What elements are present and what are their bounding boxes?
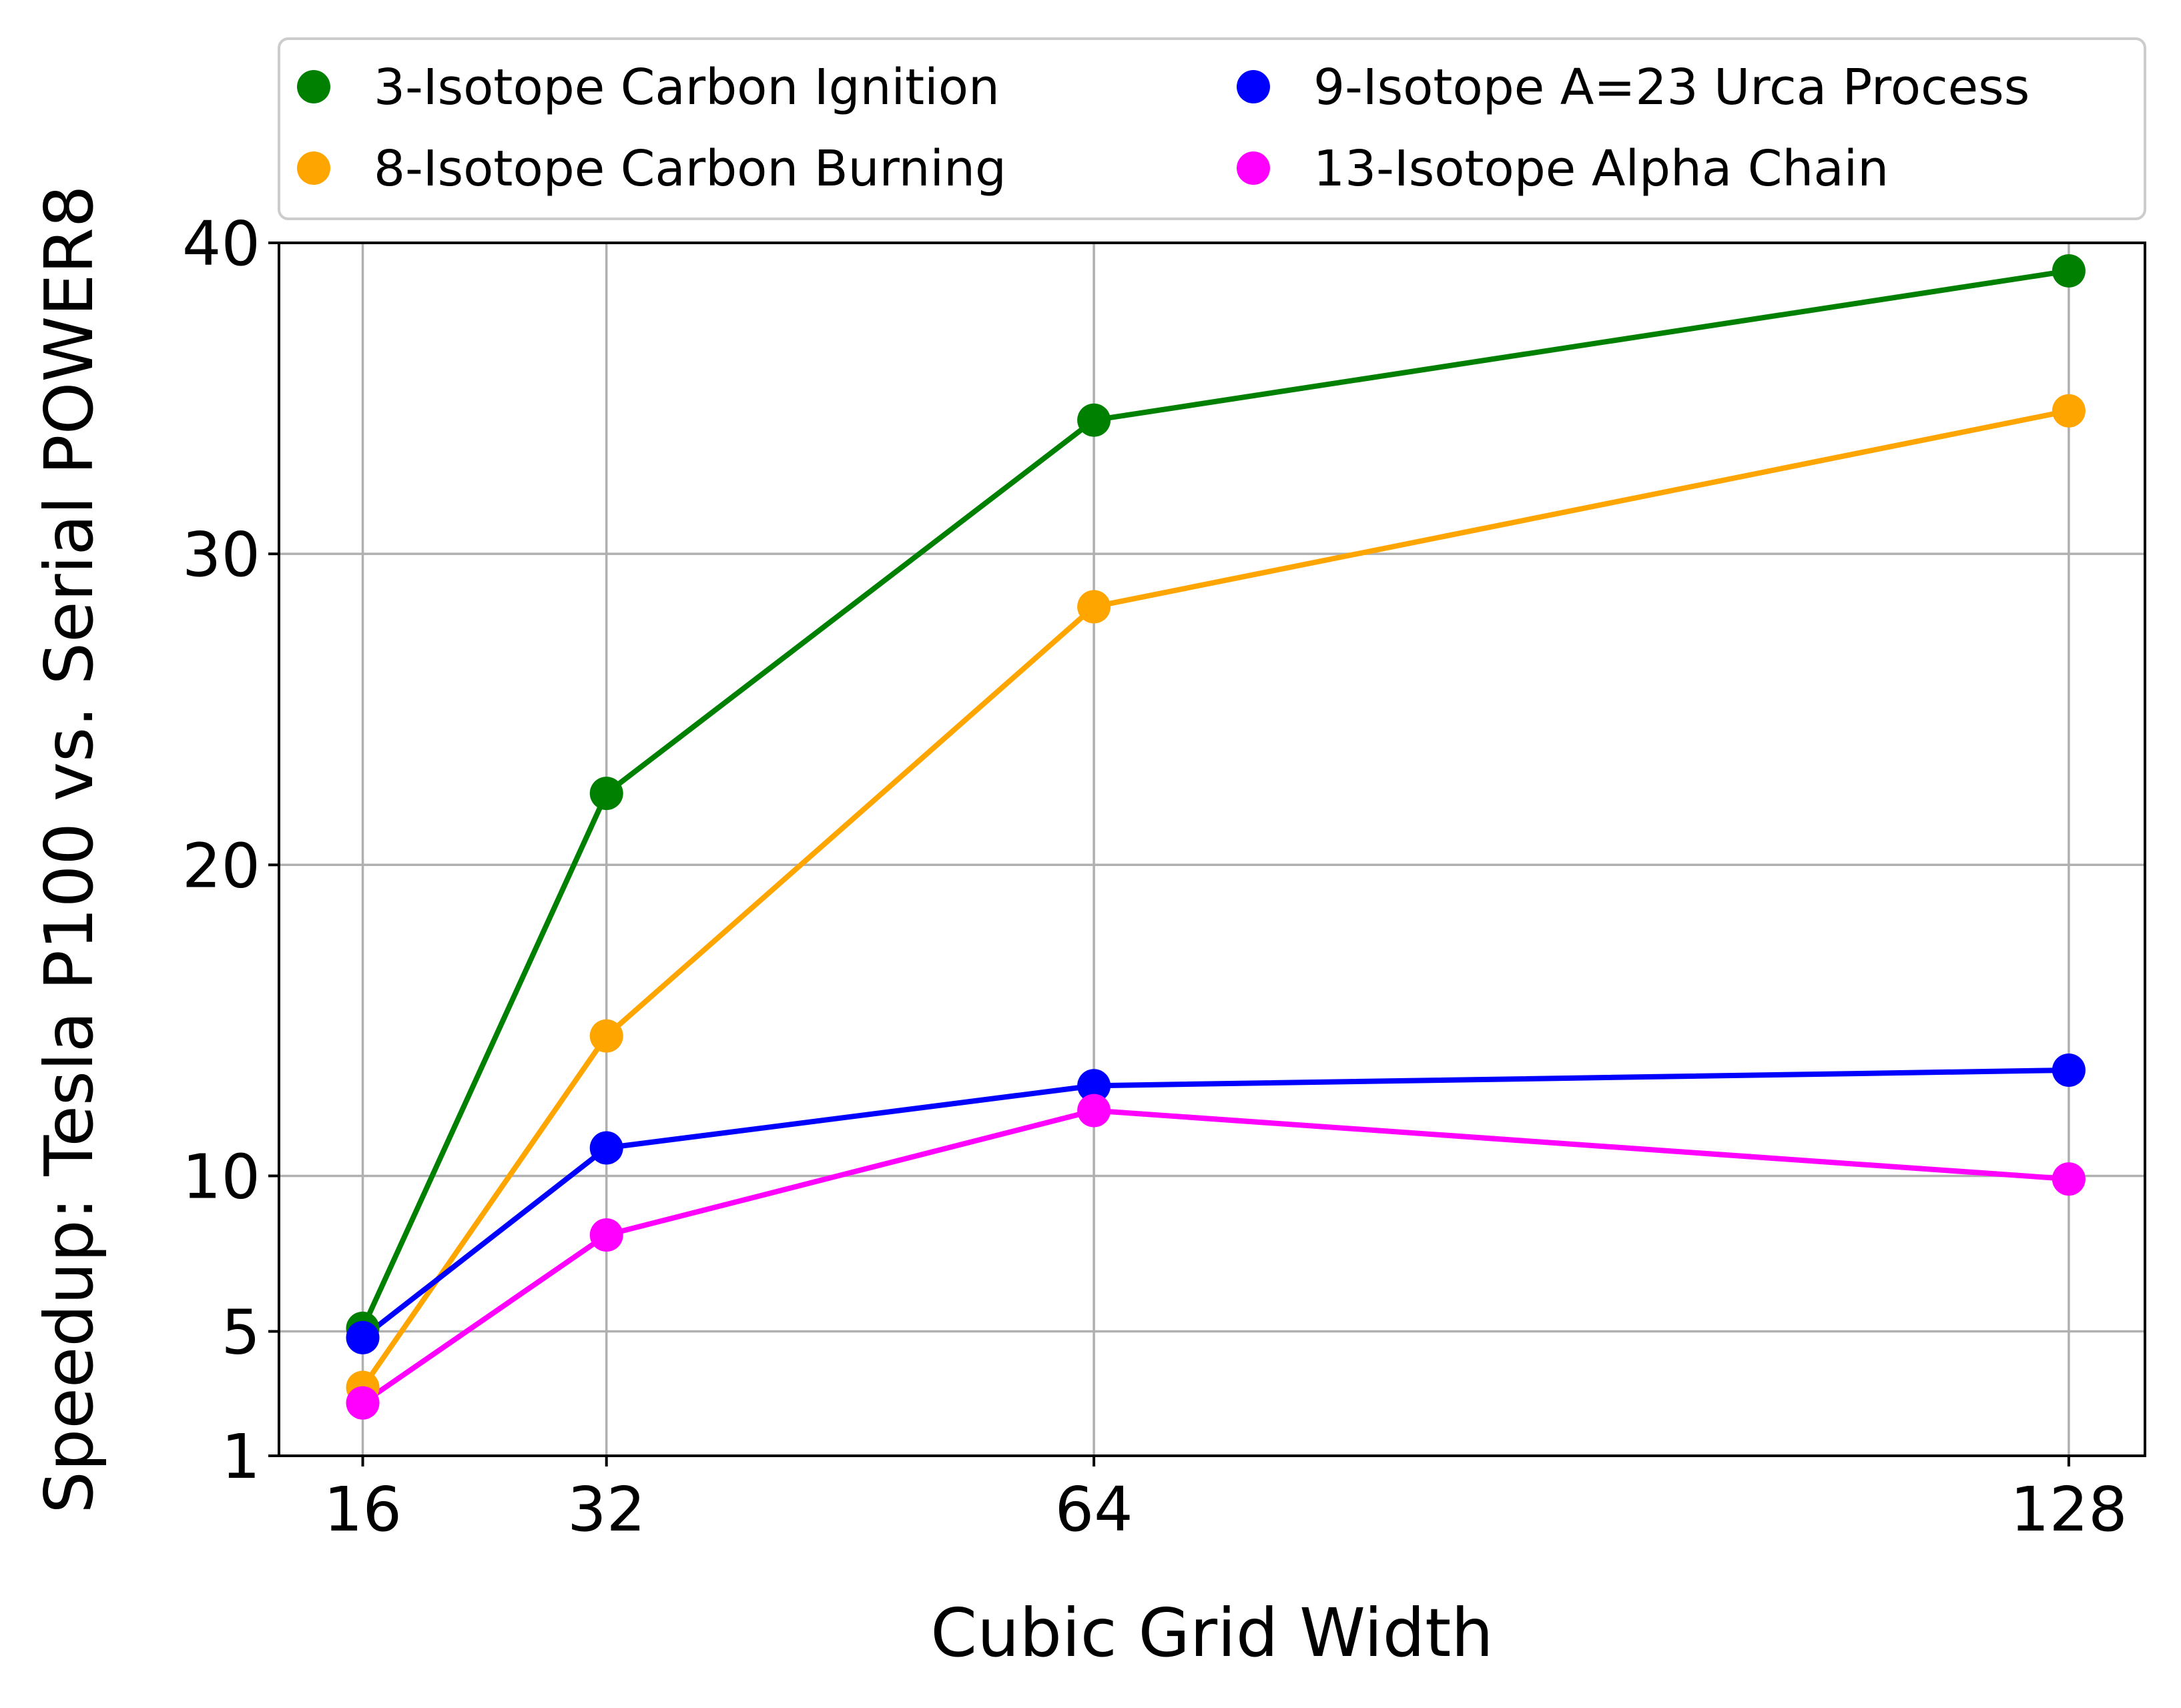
data-point (1077, 1069, 1111, 1103)
series-line (360, 408, 2070, 1389)
series-lines (360, 268, 2070, 1406)
legend-label: 3-Isotope Carbon Ignition (374, 59, 1000, 116)
data-point (2052, 1162, 2086, 1196)
legend-marker (297, 70, 330, 103)
data-point (2052, 254, 2086, 288)
y-tick-label: 20 (182, 830, 260, 901)
legend-label: 8-Isotope Carbon Burning (374, 140, 1006, 197)
x-tick-label: 128 (2010, 1474, 2128, 1545)
legend-frame (278, 37, 2146, 220)
legend: 3-Isotope Carbon Ignition 8-Isotope Carbo… (278, 37, 2146, 220)
y-tick-label: 30 (182, 519, 260, 590)
legend-marker (1237, 70, 1270, 103)
data-point (2052, 394, 2086, 428)
x-tick-label: 32 (567, 1474, 645, 1545)
grid-lines (279, 243, 2145, 1456)
series-line (361, 1067, 2069, 1340)
y-tick-label: 10 (182, 1141, 260, 1212)
legend-label: 13-Isotope Alpha Chain (1313, 140, 1889, 197)
series-line (361, 1108, 2070, 1406)
y-tick-label: 40 (182, 208, 260, 280)
legend-label: 9-Isotope A=23 Urca Process (1313, 59, 2030, 116)
series-points (346, 254, 2086, 1420)
legend-marker (297, 151, 330, 185)
x-axis-ticks: 16 32 64 128 (324, 1456, 2128, 1545)
data-point (346, 1320, 380, 1354)
x-tick-label: 16 (324, 1474, 402, 1545)
data-point (589, 1131, 623, 1165)
data-point (589, 777, 623, 811)
x-axis-label: Cubic Grid Width (930, 1594, 1493, 1672)
plot-frame (278, 242, 2146, 1457)
data-point (589, 1019, 623, 1053)
x-tick-label: 64 (1055, 1474, 1133, 1545)
data-point (346, 1386, 380, 1420)
data-point (1077, 1094, 1111, 1128)
legend-marker (1237, 151, 1270, 185)
data-point (589, 1218, 623, 1252)
data-point (1077, 403, 1111, 437)
y-axis-ticks: 1 5 10 20 30 40 (182, 208, 279, 1492)
y-tick-label: 1 (221, 1421, 260, 1492)
y-axis-label: Speedup: Tesla P100 vs. Serial POWER8 (30, 185, 108, 1513)
series-line (360, 268, 2070, 1330)
data-point (1077, 590, 1111, 624)
data-point (2052, 1053, 2086, 1087)
y-tick-label: 5 (221, 1297, 260, 1368)
